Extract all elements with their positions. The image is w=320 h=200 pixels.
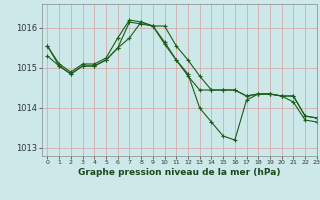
X-axis label: Graphe pression niveau de la mer (hPa): Graphe pression niveau de la mer (hPa) <box>78 168 280 177</box>
